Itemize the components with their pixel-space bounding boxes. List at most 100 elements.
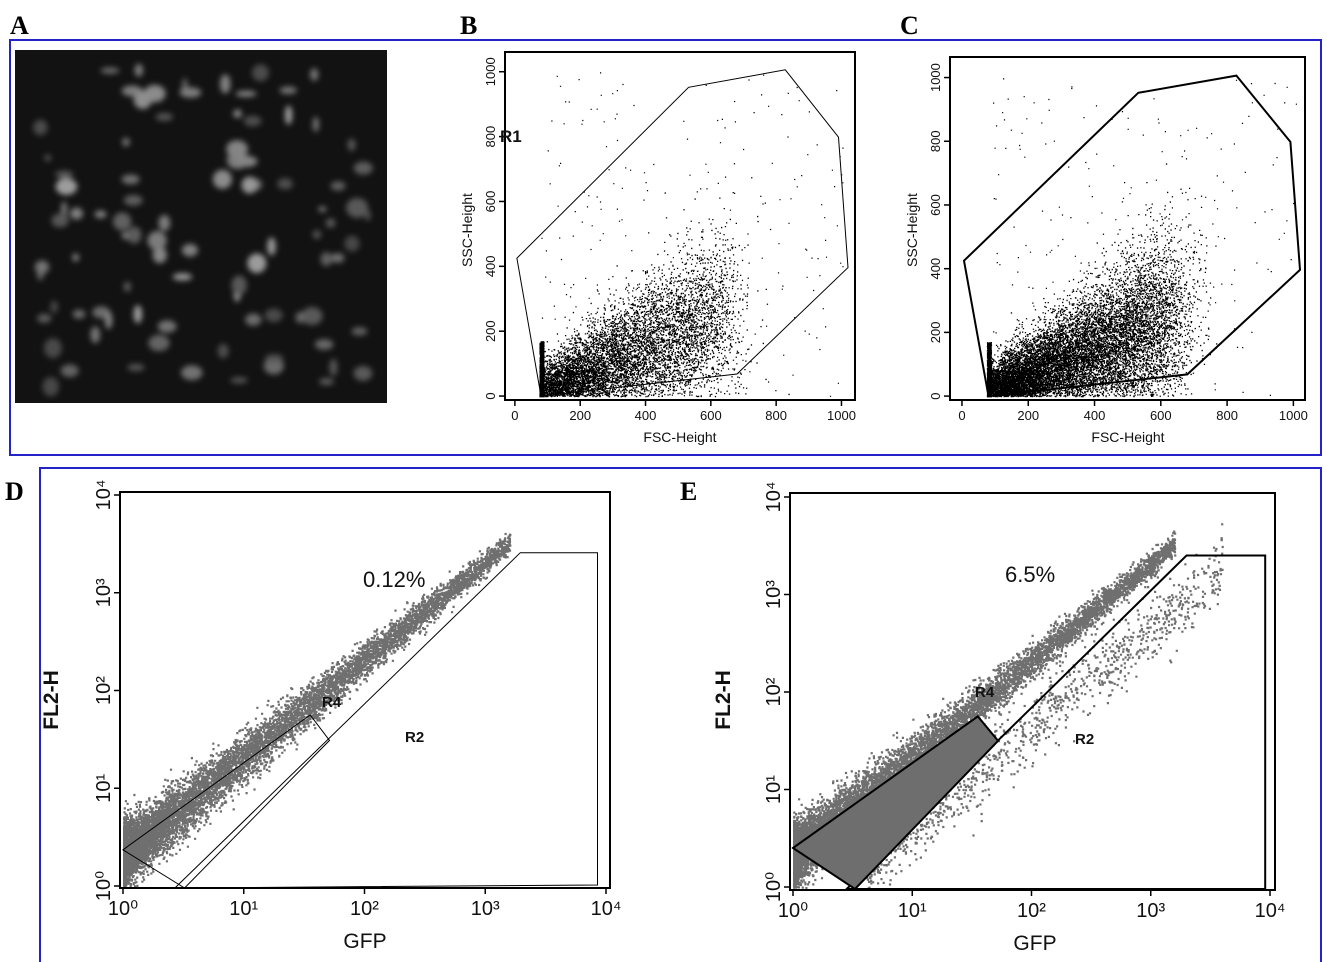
cell [43, 338, 62, 359]
gate [962, 74, 1302, 398]
x-tick-label: 1000 [1279, 408, 1308, 423]
x-tick-label: 10² [350, 898, 379, 920]
y-tick-label: 400 [483, 255, 498, 277]
cell [220, 74, 231, 94]
cell [121, 174, 140, 185]
cell [243, 115, 262, 127]
cell [133, 90, 152, 110]
cell [123, 194, 143, 206]
cell [264, 308, 283, 323]
x-tick-label: 1000 [827, 408, 856, 423]
y-tick-label: 10⁴ [763, 482, 785, 513]
x-tick-label: 800 [1216, 408, 1238, 423]
cell [245, 313, 262, 326]
gate [122, 714, 331, 889]
cell [181, 365, 203, 381]
cell [241, 176, 258, 194]
cell [320, 252, 333, 267]
y-axis-label: SSC-Height [459, 193, 475, 267]
cell [122, 137, 130, 147]
y-axis-label: FL2-H [40, 670, 63, 730]
y-tick-label: 10⁴ [93, 480, 115, 511]
cell [353, 366, 373, 381]
events [123, 532, 512, 889]
panel-box [39, 467, 1322, 962]
cell [314, 339, 334, 350]
x-tick-label: 200 [569, 408, 591, 423]
y-tick-label: 10³ [93, 578, 115, 607]
cell [104, 311, 113, 329]
cell [252, 64, 270, 82]
x-axis-label: GFP [343, 930, 386, 953]
x-tick-label: 10⁰ [778, 900, 808, 922]
y-tick-label: 200 [928, 322, 943, 344]
cell [351, 327, 368, 336]
cell [231, 275, 247, 296]
events [986, 78, 1297, 398]
cell [312, 116, 320, 132]
y-tick-label: 10¹ [763, 775, 785, 804]
gate [791, 715, 1000, 891]
y-tick-label: 0 [928, 392, 943, 399]
annotation: R2 [405, 729, 424, 746]
cell [37, 313, 52, 323]
cells [33, 63, 373, 397]
cell [44, 154, 52, 162]
x-tick-label: 0 [511, 408, 518, 423]
x-axis-label: FSC-Height [1091, 429, 1164, 445]
cell [90, 326, 101, 344]
panel-box [9, 39, 1322, 456]
y-tick-label: 200 [483, 320, 498, 342]
cell [50, 300, 59, 314]
cell [55, 178, 78, 195]
cell [277, 178, 293, 190]
cell [284, 105, 293, 125]
cell [318, 206, 327, 213]
cell [55, 170, 74, 179]
cell [157, 320, 177, 333]
x-tick-label: 10¹ [229, 898, 258, 920]
y-tick-label: 1000 [483, 57, 498, 86]
cell [60, 201, 68, 217]
cell [60, 364, 79, 378]
gate [516, 69, 849, 397]
annotation: 6.5% [1005, 562, 1055, 587]
y-tick-label: 10² [93, 676, 115, 705]
cell [319, 378, 335, 386]
cell [127, 226, 142, 244]
cell [72, 309, 86, 319]
y-tick-label: 10⁰ [93, 871, 115, 901]
annotation: R2 [1075, 731, 1094, 748]
annotation: R1 [500, 127, 522, 146]
y-tick-label: 600 [928, 194, 943, 216]
plot-frame [504, 51, 856, 401]
cell [100, 67, 120, 74]
cell [51, 213, 69, 228]
cell [346, 197, 369, 218]
cell [155, 112, 174, 122]
y-tick-label: 0 [483, 392, 498, 399]
cell [301, 307, 323, 326]
cell [152, 246, 167, 264]
cell [33, 119, 48, 136]
panel-label: D [5, 477, 24, 506]
x-tick-label: 400 [635, 408, 657, 423]
y-tick-label: 400 [928, 258, 943, 280]
x-tick-label: 600 [1150, 408, 1172, 423]
cell [263, 357, 284, 375]
cell [310, 68, 319, 81]
cell [279, 86, 297, 95]
cell [147, 231, 167, 251]
cell [217, 343, 229, 359]
cell [344, 235, 360, 252]
cell [172, 273, 193, 281]
y-tick-label: 800 [483, 126, 498, 148]
panel-label: C [900, 11, 919, 40]
cell [295, 311, 305, 324]
annotation: R4 [322, 694, 342, 711]
cell [347, 138, 356, 151]
x-tick-label: 10¹ [898, 900, 927, 922]
cell [181, 243, 198, 257]
x-tick-label: 10⁰ [108, 898, 138, 920]
